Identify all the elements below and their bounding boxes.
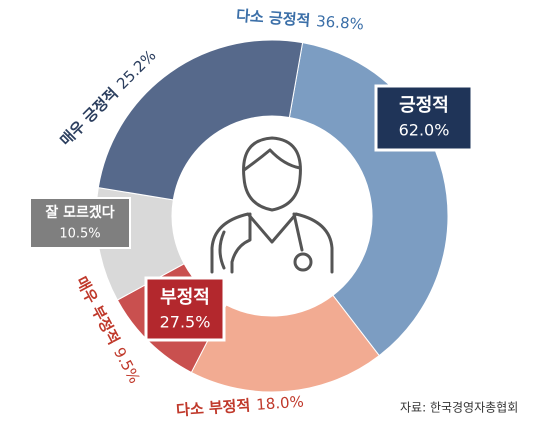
summary-label: 부정적 — [160, 287, 210, 308]
value-label: 10.5% — [59, 227, 100, 242]
segment-label: 다소 부정적 18.0% — [176, 392, 305, 419]
label-box — [29, 197, 131, 249]
value-label: 18.0% — [256, 392, 305, 413]
segment-label: 다소 긍정적 36.8% — [236, 6, 365, 33]
category-label: 잘 모르겠다 — [45, 204, 114, 221]
summary-box — [144, 276, 226, 342]
value-label: 25.2% — [113, 46, 159, 92]
category-label: 다소 부정적 — [176, 396, 251, 419]
category-label: 매우 긍정적 — [56, 84, 121, 149]
category-label: 다소 긍정적 — [236, 6, 311, 29]
summary-value: 27.5% — [160, 313, 211, 332]
summary-value: 62.0% — [399, 121, 450, 140]
value-label: 9.5% — [110, 344, 144, 386]
source: 자료: 한국경영자총협회 — [400, 401, 518, 415]
doctor-icon — [210, 136, 334, 274]
summary-box — [374, 84, 474, 152]
value-label: 36.8% — [316, 12, 365, 33]
summary-label: 긍정적 — [399, 95, 449, 116]
